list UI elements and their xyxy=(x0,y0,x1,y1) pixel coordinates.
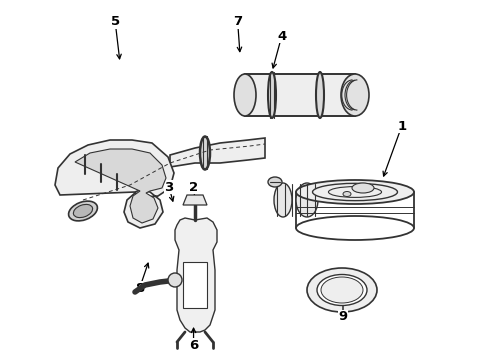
Ellipse shape xyxy=(352,183,374,193)
Ellipse shape xyxy=(317,274,367,306)
Polygon shape xyxy=(170,138,265,167)
Polygon shape xyxy=(183,262,207,308)
Ellipse shape xyxy=(343,192,351,197)
Ellipse shape xyxy=(321,277,363,303)
Ellipse shape xyxy=(316,72,324,118)
Ellipse shape xyxy=(200,136,210,170)
Text: 2: 2 xyxy=(189,181,198,194)
Text: 1: 1 xyxy=(397,120,406,132)
Ellipse shape xyxy=(328,186,382,197)
Ellipse shape xyxy=(69,201,98,221)
Ellipse shape xyxy=(341,74,369,116)
Text: 9: 9 xyxy=(339,310,347,323)
Ellipse shape xyxy=(296,183,318,217)
Ellipse shape xyxy=(313,183,397,201)
Ellipse shape xyxy=(74,204,93,217)
Ellipse shape xyxy=(296,180,414,204)
Text: 5: 5 xyxy=(111,15,120,28)
Text: 6: 6 xyxy=(189,339,198,352)
Text: 8: 8 xyxy=(135,282,144,294)
Ellipse shape xyxy=(274,183,292,217)
Polygon shape xyxy=(55,140,174,228)
Polygon shape xyxy=(75,149,166,223)
Polygon shape xyxy=(245,74,355,116)
Ellipse shape xyxy=(268,177,282,187)
Ellipse shape xyxy=(234,74,256,116)
Ellipse shape xyxy=(268,72,276,118)
Ellipse shape xyxy=(307,268,377,312)
Polygon shape xyxy=(183,195,207,205)
Text: 4: 4 xyxy=(277,30,286,42)
Text: 7: 7 xyxy=(233,15,242,28)
Text: 3: 3 xyxy=(165,181,173,194)
Circle shape xyxy=(168,273,182,287)
Polygon shape xyxy=(175,218,217,332)
